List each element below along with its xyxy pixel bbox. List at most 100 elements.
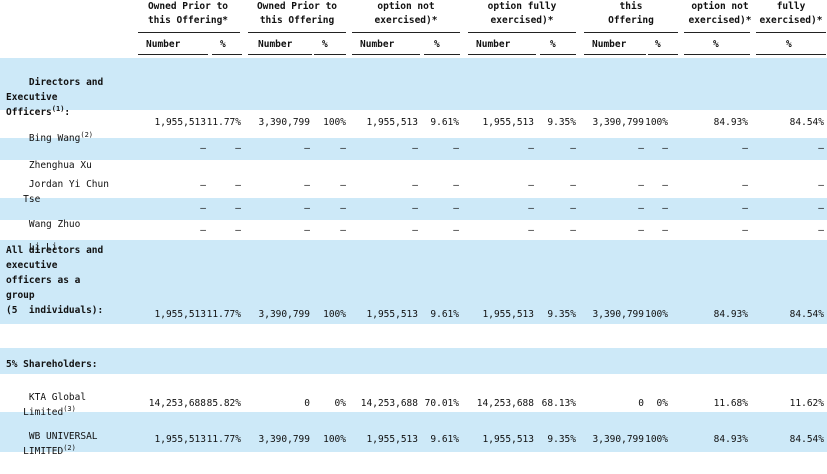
table-cell: 100%: [323, 309, 346, 320]
table-cell: 9.61%: [430, 434, 459, 445]
table-cell: —: [570, 143, 576, 154]
table-cell: 84.54%: [789, 117, 824, 128]
col-header-7: fully exercised)*: [756, 0, 826, 28]
col-header-3: option not exercised)*: [352, 0, 460, 28]
col-header-4-line2: exercised)*: [490, 15, 554, 26]
table-cell: —: [453, 225, 459, 236]
table-cell: 9.35%: [547, 309, 576, 320]
table-cell: 3,390,799: [592, 434, 644, 445]
table-cell: 0: [638, 398, 644, 409]
table-cell: 14,253,688: [148, 398, 206, 409]
table-cell: —: [818, 180, 824, 191]
section-directors-text: Directors and Executive Officers: [6, 77, 104, 118]
table-cell: 3,390,799: [258, 117, 310, 128]
col-header-6-line2: exercised)*: [688, 15, 752, 26]
row-note: (2): [80, 130, 94, 139]
table-cell: 3,390,799: [592, 117, 644, 128]
col-header-1-line2: this Offering*: [147, 15, 229, 26]
row-name: Wang Zhuo: [28, 219, 81, 230]
header-rule-7: [756, 32, 826, 33]
table-cell: —: [528, 203, 534, 214]
subheader-3: Number: [258, 39, 293, 50]
col-header-2-line2: this Offering: [259, 15, 335, 26]
section-directors: Directors and Executive Officers(1):: [6, 60, 103, 135]
table-cell: —: [340, 143, 346, 154]
subheader-2: %: [220, 39, 226, 50]
subheader-rule-5: [352, 54, 420, 55]
row-label-wang-zhuo: Wang Zhuo: [6, 202, 80, 247]
table-cell: —: [638, 143, 644, 154]
table-cell: —: [662, 225, 668, 236]
table-cell: —: [818, 143, 824, 154]
subheader-rule-11: [684, 54, 750, 55]
col-header-7-line1: fully: [776, 1, 806, 12]
table-cell: 11.77%: [206, 434, 241, 445]
table-cell: —: [235, 143, 241, 154]
col-header-2: Owned Prior to this Offering: [248, 0, 346, 28]
table-cell: 3,390,799: [592, 309, 644, 320]
table-cell: 1,955,513: [482, 309, 534, 320]
table-cell: 3,390,799: [258, 309, 310, 320]
table-cell: 84.54%: [789, 309, 824, 320]
table-cell: —: [818, 225, 824, 236]
table-cell: 14,253,688: [360, 398, 418, 409]
table-cell: —: [662, 180, 668, 191]
table-cell: —: [742, 225, 748, 236]
table-cell: —: [570, 203, 576, 214]
row-label-wb-universal: WB UNIVERSAL LIMITED(2): [6, 414, 97, 474]
table-cell: 9.61%: [430, 117, 459, 128]
col-header-7-line2: exercised)*: [759, 15, 823, 26]
band-wang-zhuo: [0, 198, 827, 220]
table-cell: 11.77%: [206, 309, 241, 320]
table-cell: —: [200, 203, 206, 214]
table-cell: —: [412, 143, 418, 154]
subheader-1: Number: [146, 39, 181, 50]
row-note: (2): [63, 443, 76, 452]
section-directors-colon: :: [64, 107, 71, 118]
table-cell: 1,955,513: [154, 117, 206, 128]
table-cell: —: [742, 143, 748, 154]
table-cell: —: [528, 143, 534, 154]
header-rule-2: [248, 32, 346, 33]
table-cell: 100%: [323, 117, 346, 128]
table-cell: 1,955,513: [154, 434, 206, 445]
section-all-directors: All directors and executive officers as …: [6, 245, 104, 316]
table-cell: —: [453, 203, 459, 214]
subheader-rule-9: [584, 54, 646, 55]
table-cell: 0%: [656, 398, 668, 409]
table-cell: 68.13%: [541, 398, 576, 409]
col-header-6-line1: option not: [691, 1, 749, 12]
header-rule-4: [468, 32, 576, 33]
table-cell: —: [235, 203, 241, 214]
ownership-table: Owned Prior to this Offering* Owned Prio…: [0, 0, 827, 457]
table-cell: 11.68%: [713, 398, 748, 409]
table-cell: 84.93%: [713, 309, 748, 320]
subheader-5: Number: [360, 39, 395, 50]
subheader-rule-8: [540, 54, 576, 55]
table-cell: —: [662, 203, 668, 214]
row-name: Li Li: [28, 242, 58, 253]
col-header-4-line1: option fully: [487, 1, 557, 12]
section-directors-note: (1): [51, 104, 65, 113]
row-name: Jordan Yi Chun Tse: [23, 179, 109, 205]
table-cell: —: [638, 203, 644, 214]
table-cell: 85.82%: [206, 398, 241, 409]
table-cell: 1,955,513: [154, 309, 206, 320]
row-label-jordan-tse: Jordan Yi Chun Tse: [6, 162, 109, 222]
row-label-li-li: Li Li: [6, 225, 58, 270]
header-rule-5: [584, 32, 678, 33]
table-cell: —: [304, 143, 310, 154]
table-cell: —: [638, 180, 644, 191]
table-cell: 9.61%: [430, 309, 459, 320]
subheader-rule-6: [424, 54, 460, 55]
table-cell: 3,390,799: [258, 434, 310, 445]
row-name: Zhenghua Xu: [28, 160, 92, 171]
table-cell: —: [742, 180, 748, 191]
table-cell: —: [412, 180, 418, 191]
header-rule-6: [684, 32, 750, 33]
row-label-kta-global: KTA Global Limited(3): [6, 375, 86, 435]
subheader-rule-7: [468, 54, 536, 55]
table-cell: 1,955,513: [366, 434, 418, 445]
row-label-bing-wang: Bing Wang(2): [6, 116, 93, 161]
col-header-1-line1: Owned Prior to: [147, 1, 229, 12]
